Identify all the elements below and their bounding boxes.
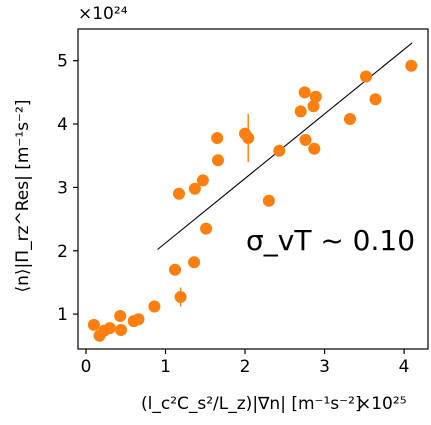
y-tick-label: 5 (57, 52, 68, 72)
data-point (200, 222, 213, 235)
y-axis-label: ⟨n⟩|Π_rz^Res| [m⁻¹s⁻²] (13, 100, 33, 293)
data-point (114, 310, 127, 322)
data-point (103, 322, 116, 335)
data-point (169, 263, 181, 276)
x-tick-label: 0 (81, 357, 92, 377)
y-tick-label: 3 (57, 178, 68, 198)
data-points (87, 59, 418, 342)
data-point (360, 70, 372, 83)
data-point (174, 291, 187, 303)
x-tick-label: 4 (399, 357, 410, 377)
data-point (308, 142, 321, 155)
plot-frame (77, 28, 429, 350)
y-tick-label: 2 (57, 242, 68, 262)
x-tick-label: 1 (160, 357, 171, 377)
data-point (309, 90, 322, 103)
data-point (242, 132, 255, 144)
data-point (188, 182, 201, 195)
data-point (369, 93, 382, 106)
annotation-label: σ_vT ~ 0.10 (246, 224, 415, 257)
data-point (211, 132, 224, 144)
data-point (307, 100, 320, 113)
data-point (273, 144, 286, 157)
data-point (298, 86, 311, 99)
data-point (148, 300, 161, 313)
x-tick-label: 2 (240, 357, 251, 377)
data-point (299, 133, 312, 146)
y-tick-label: 1 (57, 305, 68, 325)
data-point (196, 174, 209, 187)
data-point (405, 59, 418, 72)
data-point (262, 194, 275, 207)
y-exponent-label: ×10²⁴ (78, 4, 128, 24)
x-axis-label: (l_c²C_s²/L_z)|∇n| [m⁻¹s⁻²] (141, 394, 362, 414)
data-point (87, 318, 100, 331)
axis-ticks: 0 1 2 3 4 1 2 3 4 5 (57, 52, 409, 377)
data-point (212, 154, 224, 167)
data-point (132, 313, 145, 326)
data-point (173, 187, 185, 200)
data-point (115, 324, 127, 336)
data-point (188, 256, 201, 269)
y-tick-label: 4 (57, 115, 68, 135)
x-exponent-label: ×10²⁵ (357, 394, 407, 414)
x-tick-label: 3 (319, 357, 330, 377)
data-point (344, 113, 356, 125)
data-point (294, 105, 307, 118)
